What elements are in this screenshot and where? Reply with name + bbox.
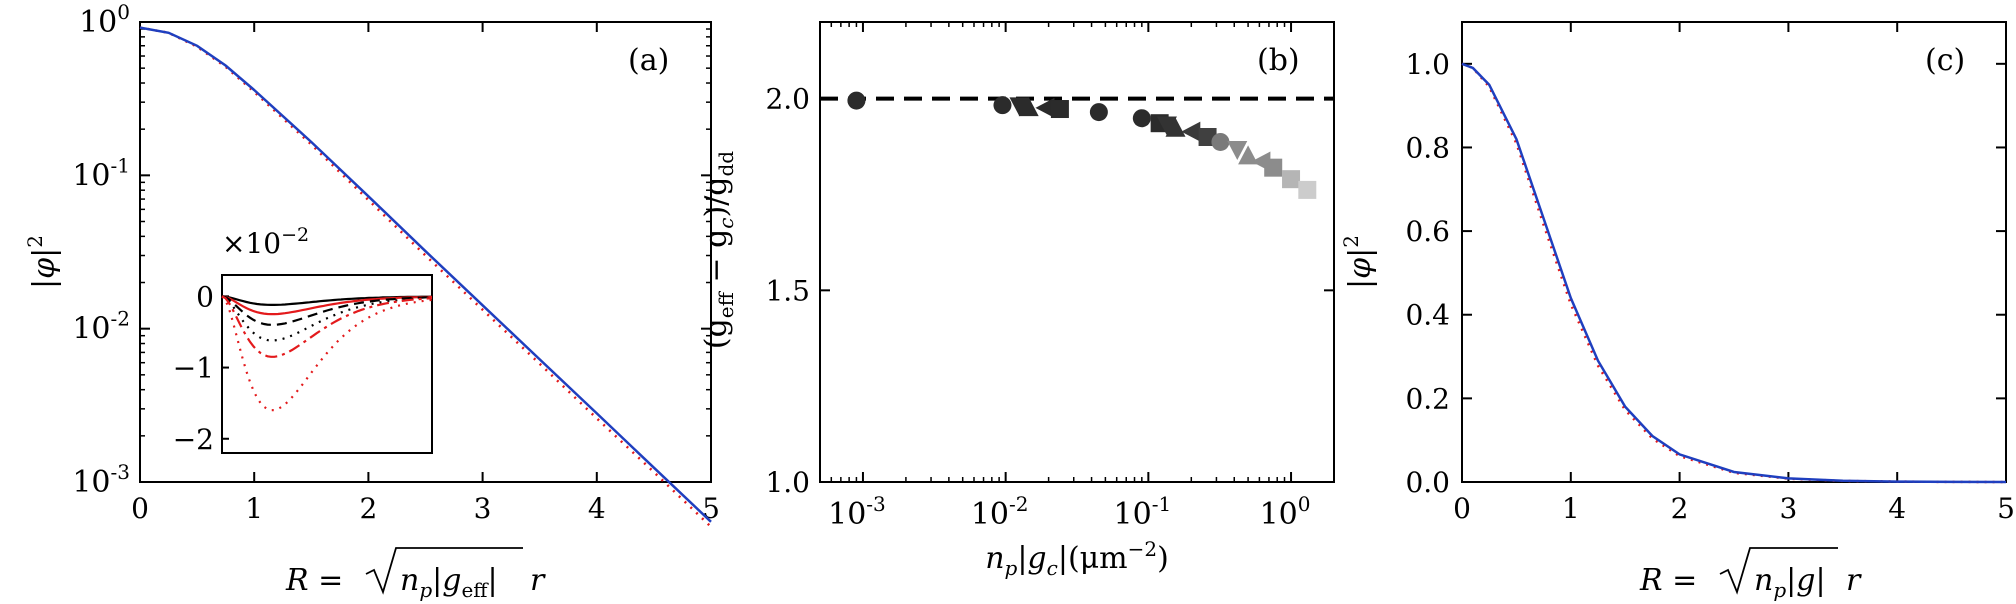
inset-scale-label: ×10−2 bbox=[222, 224, 309, 260]
inset-ticks: 0 −1 −2 bbox=[173, 280, 229, 456]
panel-c-ylabel: |φ|2 bbox=[1339, 235, 1378, 289]
x-tick-label: 10-2 bbox=[971, 492, 1029, 532]
inset-series-line bbox=[221, 295, 433, 316]
x-tick-label: 3 bbox=[1779, 492, 1797, 525]
x-tick-label: 5 bbox=[1997, 492, 2015, 525]
panel-a-inset: 0 −1 −2 ×10−2 bbox=[173, 224, 433, 456]
data-point bbox=[1156, 116, 1177, 136]
panel-a: 0 1 2 3 4 5 100 10-1 10-2 10-3 (a) |φ|2 R = np|ge… bbox=[23, 0, 720, 602]
data-point bbox=[1211, 132, 1230, 151]
data-point bbox=[1238, 145, 1259, 165]
panel-c-xlabel: R = np|g| r bbox=[1639, 547, 1862, 602]
panel-b-xlabel: np|gc|(μm−2) bbox=[985, 537, 1169, 580]
data-point bbox=[993, 96, 1012, 115]
panel-a-frame bbox=[139, 21, 712, 483]
data-point bbox=[847, 91, 866, 110]
y-tick-label: 1.5 bbox=[765, 274, 810, 307]
panel-c-series bbox=[1461, 62, 2007, 484]
x-tick-label: 2 bbox=[359, 492, 377, 525]
x-tick-label: 4 bbox=[588, 492, 606, 525]
panel-b-ticks: 10-3 10-2 10-1 100 1.0 1.5 2.0 bbox=[765, 22, 1335, 532]
data-point bbox=[1264, 158, 1283, 177]
series-line bbox=[139, 26, 712, 523]
x-tick-label: 0 bbox=[131, 492, 149, 525]
x-tick-label: 5 bbox=[702, 492, 720, 525]
x-tick-label: 3 bbox=[474, 492, 492, 525]
x-tick-label: 0 bbox=[1453, 492, 1471, 525]
data-point bbox=[1089, 103, 1108, 122]
panel-c-frame bbox=[1461, 21, 2007, 483]
x-tick-label: 1 bbox=[245, 492, 263, 525]
y-tick-label: 1.0 bbox=[765, 466, 810, 499]
x-tick-label: 1 bbox=[1562, 492, 1580, 525]
panel-b-ylabel: (geff − gc)/gdd bbox=[699, 151, 738, 349]
panel-a-xlabel: R = np|geff| r bbox=[285, 547, 546, 602]
series-line bbox=[1461, 62, 2007, 484]
data-point bbox=[1181, 121, 1201, 142]
x-tick-label: 10-3 bbox=[828, 492, 886, 532]
data-point bbox=[1009, 97, 1030, 117]
y-tick-label: 0.2 bbox=[1405, 382, 1450, 415]
y-tick-label: 0.6 bbox=[1405, 215, 1450, 248]
panel-a-label: (a) bbox=[628, 43, 669, 78]
svg-text:r: r bbox=[1846, 563, 1862, 598]
x-tick-label: 2 bbox=[1671, 492, 1689, 525]
data-point bbox=[1282, 170, 1301, 189]
inset-series-line bbox=[221, 295, 433, 342]
svg-text:np|g|: np|g| bbox=[1754, 563, 1826, 602]
y-tick-label: 10-2 bbox=[72, 307, 130, 347]
inset-y-tick-label: −2 bbox=[173, 423, 214, 456]
y-tick-label: 10-1 bbox=[72, 153, 130, 193]
inset-series-line bbox=[221, 295, 433, 412]
data-point bbox=[1132, 109, 1151, 128]
panel-b: 10-3 10-2 10-1 100 1.0 1.5 2.0 (b) (geff − gc)… bbox=[699, 21, 1335, 580]
inset-series-line bbox=[221, 295, 433, 326]
data-point bbox=[1298, 180, 1317, 199]
inset-y-tick-label: 0 bbox=[196, 280, 214, 313]
data-point bbox=[1050, 100, 1069, 119]
panel-b-label: (b) bbox=[1257, 43, 1300, 78]
y-tick-label: 100 bbox=[79, 0, 130, 40]
svg-text:R =: R = bbox=[1639, 563, 1697, 598]
inset-y-tick-label: −1 bbox=[173, 352, 214, 385]
x-tick-label: 10-1 bbox=[1114, 492, 1172, 532]
panel-c-ticks: 0 1 2 3 4 5 0.0 0.2 0.4 0.6 0.8 1.0 bbox=[1405, 22, 2015, 525]
y-tick-label: 0.0 bbox=[1405, 466, 1450, 499]
data-point bbox=[1035, 97, 1055, 118]
series-line bbox=[1461, 62, 2007, 484]
inset-series bbox=[221, 295, 433, 412]
data-point bbox=[1018, 97, 1039, 117]
panel-c-label: (c) bbox=[1925, 43, 1965, 78]
y-tick-label: 10-3 bbox=[72, 460, 130, 500]
panel-b-points bbox=[847, 91, 1317, 199]
y-tick-label: 0.8 bbox=[1405, 131, 1450, 164]
y-tick-label: 2.0 bbox=[765, 83, 810, 116]
panel-a-ylabel: |φ|2 bbox=[23, 235, 62, 289]
svg-text:r: r bbox=[530, 563, 546, 598]
x-tick-label: 100 bbox=[1260, 492, 1311, 532]
data-point bbox=[1165, 117, 1186, 137]
y-tick-label: 0.4 bbox=[1405, 299, 1450, 332]
panel-c: 0 1 2 3 4 5 0.0 0.2 0.4 0.6 0.8 1.0 (c) |φ|2 R = np… bbox=[1339, 21, 2015, 602]
y-tick-label: 1.0 bbox=[1405, 48, 1450, 81]
panel-b-frame bbox=[819, 21, 1335, 483]
x-tick-label: 4 bbox=[1888, 492, 1906, 525]
svg-text:R =: R = bbox=[285, 563, 343, 598]
panel-a-series bbox=[139, 26, 712, 528]
data-point bbox=[1227, 141, 1248, 161]
svg-text:np|geff|: np|geff| bbox=[400, 563, 498, 602]
